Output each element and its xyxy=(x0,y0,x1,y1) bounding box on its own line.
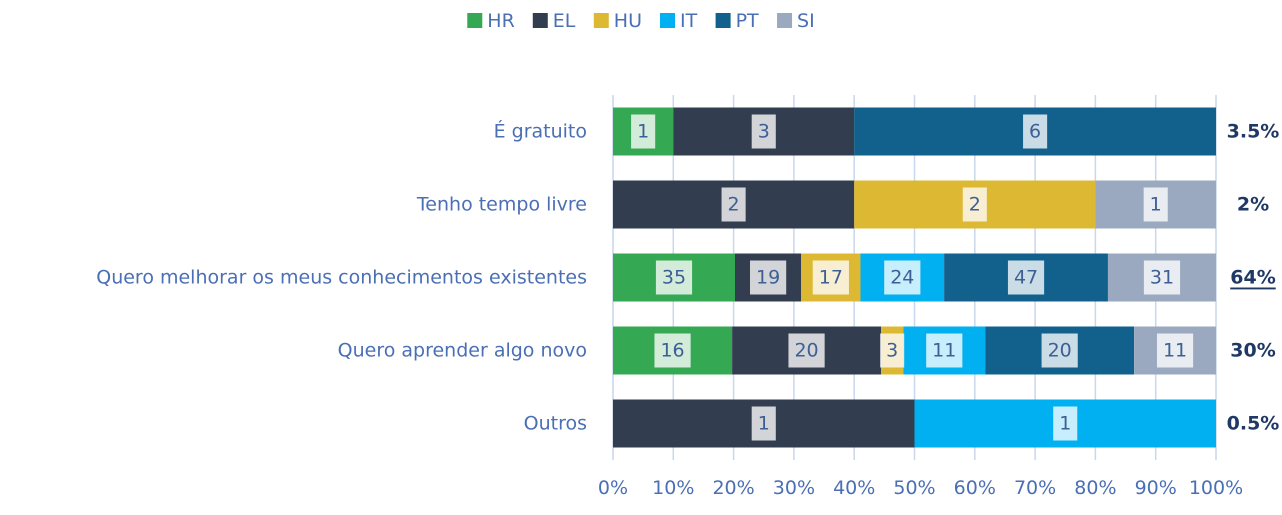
data-label: 6 xyxy=(1029,121,1041,143)
data-label: 35 xyxy=(662,267,686,289)
category-label: Quero melhorar os meus conhecimentos exi… xyxy=(96,267,587,289)
data-label-box xyxy=(1053,406,1078,441)
data-label-box xyxy=(788,333,825,368)
data-label: 1 xyxy=(1059,413,1071,435)
legend-label: PT xyxy=(736,10,759,32)
category-label: Tenho tempo livre xyxy=(416,194,587,216)
data-label-box xyxy=(751,406,776,441)
data-label-box xyxy=(962,187,987,222)
legend-swatch xyxy=(593,13,609,28)
data-label-box xyxy=(812,260,849,295)
data-label-box xyxy=(750,260,787,295)
legend-label: HR xyxy=(487,10,515,32)
data-label-box xyxy=(654,333,691,368)
category-label: Quero aprender algo novo xyxy=(338,340,587,362)
total-label: 64% xyxy=(1230,267,1275,289)
total-label: 30% xyxy=(1230,340,1275,362)
data-label-box xyxy=(631,114,656,149)
category-label: É gratuito xyxy=(494,120,587,143)
legend-swatch xyxy=(467,13,483,28)
total-label: 0.5% xyxy=(1227,413,1280,435)
x-tick-label: 90% xyxy=(1135,477,1177,499)
data-label-box xyxy=(1041,333,1078,368)
data-label: 3 xyxy=(886,340,898,362)
x-tick-label: 10% xyxy=(652,477,694,499)
data-label-box xyxy=(1143,187,1168,222)
data-label-box xyxy=(655,260,693,295)
data-label: 17 xyxy=(819,267,843,289)
legend-swatch xyxy=(532,13,548,28)
data-label-box xyxy=(1007,260,1045,295)
data-label: 31 xyxy=(1150,267,1174,289)
legend-label: SI xyxy=(797,10,815,32)
data-label: 11 xyxy=(1163,340,1187,362)
data-label: 1 xyxy=(1150,194,1162,216)
legend-label: IT xyxy=(680,10,698,32)
data-label: 16 xyxy=(660,340,684,362)
x-tick-label: 60% xyxy=(954,477,996,499)
data-label-box xyxy=(1143,260,1181,295)
data-label: 1 xyxy=(637,121,649,143)
data-label: 47 xyxy=(1014,267,1038,289)
category-label: Outros xyxy=(524,413,587,435)
x-tick-label: 50% xyxy=(893,477,935,499)
total-label: 2% xyxy=(1237,194,1269,216)
x-tick-label: 30% xyxy=(773,477,815,499)
data-label-box xyxy=(926,333,963,368)
data-label: 20 xyxy=(794,340,818,362)
data-label-box xyxy=(1023,114,1048,149)
data-label-box xyxy=(880,333,905,368)
legend-label: EL xyxy=(553,10,576,32)
data-label: 19 xyxy=(756,267,780,289)
x-tick-label: 20% xyxy=(712,477,754,499)
x-tick-label: 80% xyxy=(1074,477,1116,499)
data-label: 2 xyxy=(728,194,740,216)
data-label: 1 xyxy=(758,413,770,435)
data-label-box xyxy=(884,260,921,295)
total-label: 3.5% xyxy=(1227,121,1280,143)
data-label: 20 xyxy=(1048,340,1072,362)
x-tick-label: 100% xyxy=(1189,477,1243,499)
data-label: 11 xyxy=(932,340,956,362)
legend-label: HU xyxy=(614,10,642,32)
data-label-box xyxy=(721,187,746,222)
data-label: 24 xyxy=(890,267,914,289)
data-label: 2 xyxy=(969,194,981,216)
legend-swatch xyxy=(777,13,793,28)
x-tick-label: 0% xyxy=(598,477,628,499)
data-label-box xyxy=(751,114,776,149)
legend-swatch xyxy=(715,13,731,28)
x-tick-label: 40% xyxy=(833,477,875,499)
data-label: 3 xyxy=(758,121,770,143)
legend: HR EL HU IT PT SI xyxy=(467,10,815,32)
data-label-box xyxy=(1156,333,1194,368)
legend-swatch xyxy=(659,13,675,28)
x-tick-label: 70% xyxy=(1014,477,1056,499)
